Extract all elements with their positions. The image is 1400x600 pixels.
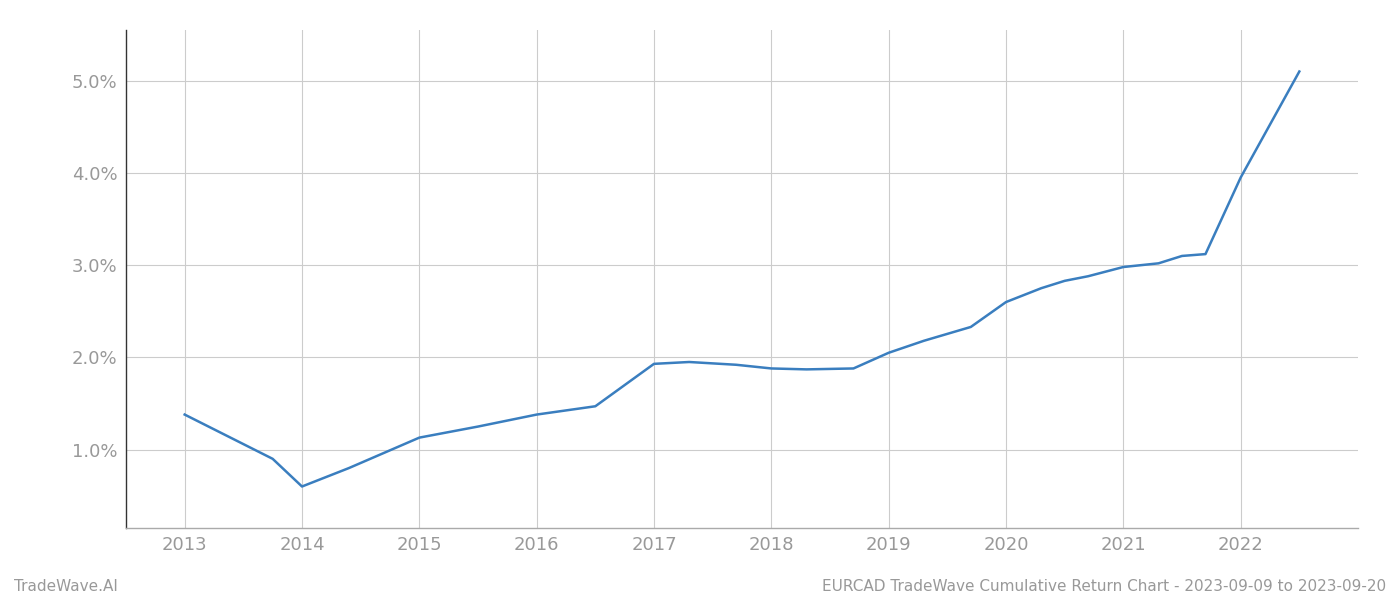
Text: TradeWave.AI: TradeWave.AI — [14, 579, 118, 594]
Text: EURCAD TradeWave Cumulative Return Chart - 2023-09-09 to 2023-09-20: EURCAD TradeWave Cumulative Return Chart… — [822, 579, 1386, 594]
